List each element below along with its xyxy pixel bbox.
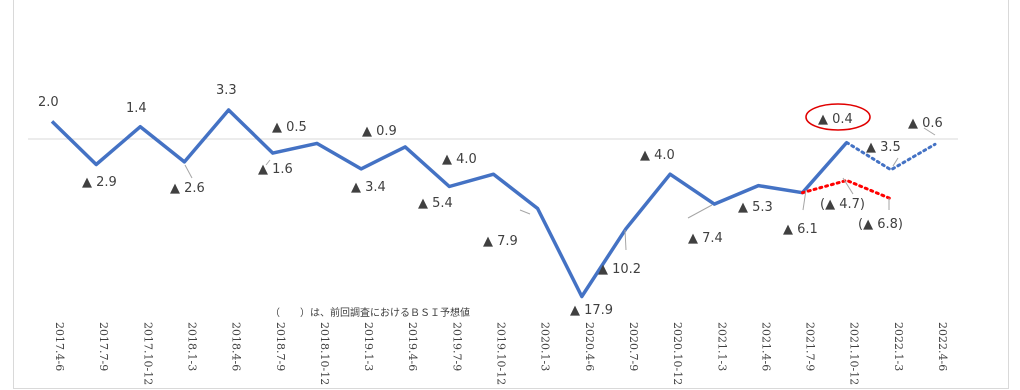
x-tick-2020.1-3: 2020.1-3 — [539, 322, 552, 371]
data-label-2017.4-6: 2.0 — [38, 95, 59, 110]
x-tick-2019.7-9: 2019.7-9 — [450, 322, 463, 371]
x-tick-2019.1-3: 2019.1-3 — [362, 322, 375, 371]
x-tick-2020.10-12: 2020.10-12 — [671, 322, 684, 385]
x-tick-2021.1-3: 2021.1-3 — [715, 322, 728, 371]
data-label-2021.4-6: ▲ 5.3 — [738, 200, 773, 215]
leader-line-2018.1-3 — [184, 164, 193, 179]
footnote: （ ）は、前回調査におけるＢＳＩ予想値 — [270, 306, 470, 319]
x-tick-2020.4-6: 2020.4-6 — [583, 322, 596, 371]
data-label-2018.7-9: ▲ 1.6 — [258, 162, 293, 177]
data-label-2018.1-3: ▲ 2.6 — [170, 181, 205, 196]
leader-line-2018.7-9 — [265, 159, 271, 166]
leader-line-previous-1 — [842, 177, 854, 195]
actual-series-line — [50, 108, 849, 299]
data-label-2020.4-6: ▲ 17.9 — [570, 303, 613, 318]
data-label-2019.7-9: ▲ 5.4 — [418, 196, 453, 211]
highlight-circle — [805, 103, 871, 131]
x-tick-2018.1-3: 2018.1-3 — [185, 322, 198, 371]
data-label-2022.1-3: ▲ 3.5 — [866, 140, 901, 155]
x-tick-2018.10-12: 2018.10-12 — [318, 322, 331, 385]
x-tick-2017.10-12: 2017.10-12 — [141, 322, 154, 385]
x-tick-2022.4-6: 2022.4-6 — [936, 322, 949, 371]
x-tick-2017.7-9: 2017.7-9 — [97, 322, 110, 371]
data-label-2018.4-6: 3.3 — [216, 83, 237, 98]
leader-line-2020.1-3 — [519, 209, 531, 215]
leader-line-2021.1-3 — [687, 204, 713, 219]
data-label-2020.7-9: ▲ 10.2 — [598, 262, 641, 277]
x-tick-2018.7-9: 2018.7-9 — [274, 322, 287, 371]
data-label-2020.10-12: ▲ 4.0 — [640, 148, 675, 163]
data-label-2019.4-6: ▲ 0.9 — [362, 124, 397, 139]
data-label-2017.10-12: 1.4 — [126, 101, 147, 116]
data-label-2019.10-12: ▲ 4.0 — [442, 152, 477, 167]
data-label-2022.4-6: ▲ 0.6 — [908, 116, 943, 131]
leader-line-2022.1-3 — [892, 157, 899, 167]
x-tick-2020.7-9: 2020.7-9 — [627, 322, 640, 371]
x-tick-2021.7-9: 2021.7-9 — [804, 322, 817, 371]
previous-label-2022.1-3: (▲ 6.8) — [858, 217, 903, 232]
x-tick-2022.1-3: 2022.1-3 — [892, 322, 905, 371]
data-label-2021.7-9: ▲ 6.1 — [783, 222, 818, 237]
forecast-series-line — [845, 141, 937, 172]
leader-line-2021.7-9 — [802, 189, 807, 211]
previous-label-2021.10-12: (▲ 4.7) — [820, 197, 865, 212]
previous-forecast-line — [801, 178, 893, 201]
x-tick-2017.4-6: 2017.4-6 — [53, 322, 66, 371]
chart-frame — [13, 0, 1009, 389]
data-label-2020.1-3: ▲ 7.9 — [483, 234, 518, 249]
data-label-2017.7-9: ▲ 2.9 — [82, 175, 117, 190]
data-label-2018.10-12: ▲ 0.5 — [272, 120, 307, 135]
x-tick-2021.4-6: 2021.4-6 — [759, 322, 772, 371]
x-tick-2019.10-12: 2019.10-12 — [495, 322, 508, 385]
data-label-2021.10-12: ▲ 0.4 — [818, 112, 853, 127]
data-label-2019.1-3: ▲ 3.4 — [351, 180, 386, 195]
data-label-2021.1-3: ▲ 7.4 — [688, 231, 723, 246]
x-tick-2021.10-12: 2021.10-12 — [848, 322, 861, 385]
leader-line-2022.4-6 — [923, 127, 936, 136]
leader-line-2020.7-9 — [624, 229, 627, 251]
x-tick-2018.4-6: 2018.4-6 — [230, 322, 243, 371]
x-tick-2019.4-6: 2019.4-6 — [406, 322, 419, 371]
